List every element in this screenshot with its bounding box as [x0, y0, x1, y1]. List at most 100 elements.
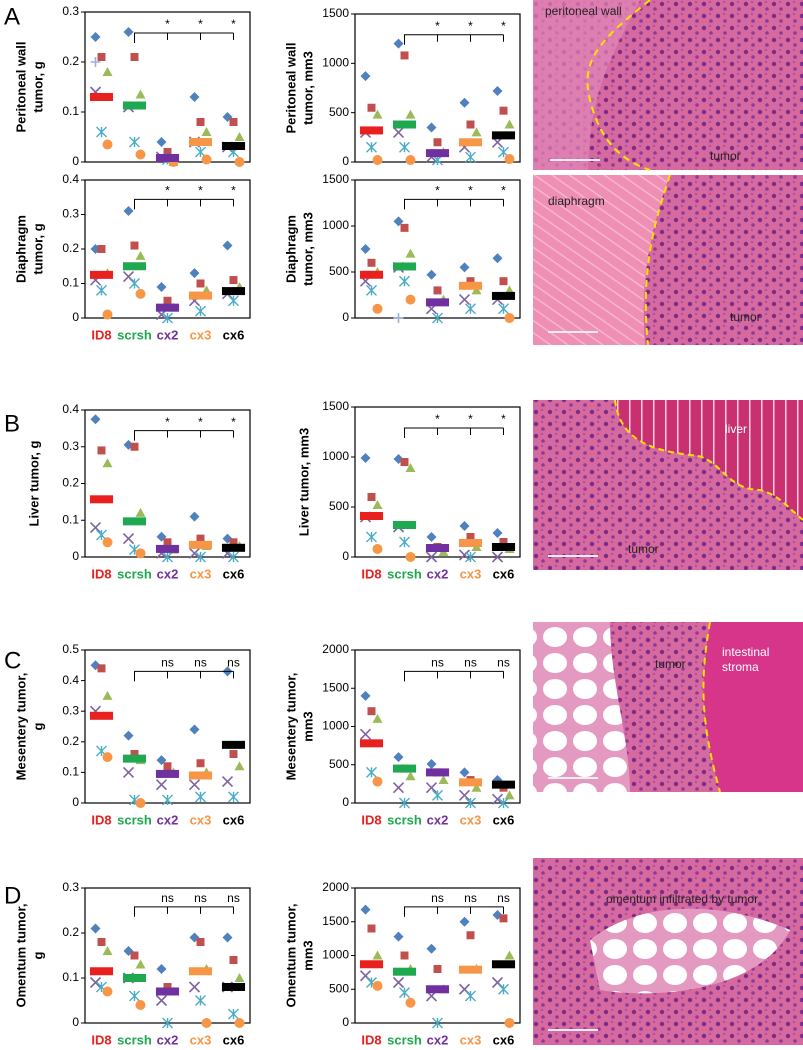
- y-axis-label: mm3: [300, 711, 315, 741]
- chart: 0 0.1 0.2 0.3 Omentum tumor, g ID8 scrsh cx2 cx3 c…: [13, 880, 251, 1047]
- image-label: tumor: [628, 542, 659, 556]
- y-tick-label: 0: [342, 310, 349, 324]
- image-label: intestinal: [722, 645, 769, 659]
- panel-letter: D: [4, 882, 21, 909]
- point: [405, 997, 416, 1008]
- point: [90, 923, 101, 934]
- point: [360, 690, 371, 701]
- point: [367, 103, 376, 112]
- x-tick-label: scrsh: [117, 812, 152, 827]
- mean-bar: [458, 138, 483, 147]
- y-axis-label: Peritoneal wall: [13, 41, 28, 132]
- mean-bar: [188, 540, 213, 549]
- point: [438, 775, 449, 785]
- point: [360, 71, 371, 82]
- mean-bar: [359, 270, 384, 279]
- panel-letter: B: [4, 410, 20, 437]
- chart: 0 500 1000 1500 Diaphragm tumor, mm3 * * *: [283, 172, 521, 324]
- point: [393, 752, 404, 763]
- point: [123, 27, 134, 37]
- significance-label: *: [198, 17, 203, 31]
- y-tick-label: 500: [329, 264, 349, 278]
- point: [229, 956, 238, 964]
- point: [399, 141, 410, 153]
- point: [90, 57, 101, 67]
- y-tick-label: 0.1: [62, 104, 79, 118]
- y-tick-label: 0.3: [62, 4, 79, 18]
- y-tick-label: 0.4: [62, 172, 79, 186]
- mean-bar: [188, 967, 213, 976]
- x-tick-label: cx2: [427, 1032, 449, 1047]
- x-tick-label: ID8: [91, 812, 111, 827]
- y-tick-label: 0.3: [62, 880, 79, 894]
- y-tick-label: 0.3: [62, 703, 79, 717]
- significance-label: ns: [227, 891, 240, 905]
- significance-label: *: [501, 412, 506, 426]
- mean-bar: [221, 142, 246, 150]
- mean-bar: [221, 287, 246, 296]
- point: [195, 551, 206, 563]
- image-liver: [533, 399, 803, 570]
- histology-images: [533, 0, 803, 1045]
- point: [499, 106, 508, 115]
- mean-bar: [392, 967, 417, 976]
- y-axis-label: Omentum tumor,: [13, 903, 28, 1007]
- point: [426, 122, 437, 133]
- significance-label: ns: [227, 656, 240, 670]
- mean-bar: [89, 270, 114, 279]
- x-tick-label: scrsh: [387, 812, 422, 827]
- mean-bar: [458, 539, 483, 547]
- point: [228, 791, 239, 803]
- point: [491, 793, 504, 805]
- mean-bar: [188, 291, 213, 300]
- point: [102, 690, 113, 700]
- significance-label: *: [468, 183, 473, 197]
- point: [465, 551, 476, 563]
- point: [234, 1018, 245, 1028]
- point: [492, 528, 503, 538]
- y-axis-label: Peritoneal wall: [283, 42, 298, 133]
- point: [196, 759, 205, 768]
- point: [122, 766, 135, 778]
- point: [135, 959, 146, 969]
- significance-label: *: [468, 412, 473, 426]
- point: [498, 303, 509, 315]
- significance-label: *: [198, 415, 203, 429]
- mean-bar: [359, 739, 384, 748]
- point: [135, 149, 146, 160]
- point: [162, 312, 173, 324]
- panel-letter: C: [4, 647, 21, 674]
- mean-bar: [155, 769, 180, 778]
- point: [405, 294, 416, 305]
- point: [433, 965, 442, 973]
- point: [458, 789, 471, 801]
- point: [97, 446, 106, 455]
- point: [156, 964, 167, 974]
- point: [234, 157, 245, 167]
- mean-bar: [458, 778, 483, 787]
- significance-bracket: [134, 906, 234, 917]
- point: [188, 779, 201, 791]
- point: [372, 544, 383, 554]
- point: [163, 148, 172, 156]
- point: [432, 312, 443, 324]
- point: [399, 536, 410, 548]
- point: [466, 120, 475, 129]
- x-tick-label: cx2: [427, 566, 449, 581]
- point: [504, 313, 515, 323]
- image-label: peritoneal wall: [545, 4, 622, 18]
- point: [130, 53, 139, 61]
- x-tick-label: ID8: [361, 566, 381, 581]
- point: [189, 724, 200, 735]
- mean-bar: [392, 521, 417, 529]
- point: [229, 750, 238, 759]
- point: [188, 547, 201, 559]
- point: [492, 85, 503, 96]
- point: [393, 38, 404, 49]
- y-axis-label: tumor, mm3: [300, 212, 315, 286]
- y-tick-label: 2000: [322, 642, 349, 656]
- mean-bar: [122, 101, 147, 110]
- x-tick-label: cx3: [460, 566, 482, 581]
- point: [130, 442, 139, 451]
- y-axis-label: g: [30, 722, 45, 730]
